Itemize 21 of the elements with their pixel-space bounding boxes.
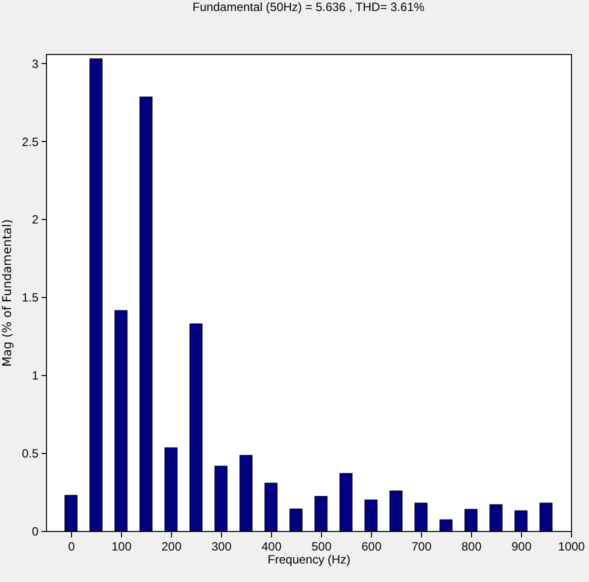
y-tick-label: 0 (32, 524, 39, 538)
y-tick-label: 0.5 (22, 446, 39, 461)
y-tick-label: 3 (32, 56, 39, 71)
chart-title: Fundamental (50Hz) = 5.636 , THD= 3.61% (192, 0, 425, 14)
x-tick-label: 1000 (558, 540, 586, 554)
x-tick-label: 300 (211, 540, 232, 554)
y-tick-label: 1 (32, 368, 39, 383)
x-axis-title: Frequency (Hz) (268, 552, 350, 566)
y-tick-label: 1.5 (22, 290, 39, 305)
x-tick-label: 0 (68, 540, 76, 554)
x-tick-label: 800 (461, 540, 482, 554)
y-tick-label: 2.5 (22, 134, 39, 149)
x-tick-label: 100 (111, 540, 132, 554)
y-tick-label: 2 (32, 212, 39, 227)
x-tick-label: 600 (361, 540, 382, 554)
x-tick-label: 900 (511, 540, 532, 554)
y-axis-title: Mag (% of Fundamental) (0, 219, 14, 367)
x-tick-label: 700 (411, 540, 432, 554)
x-tick-label: 200 (161, 540, 182, 554)
x-tick-label: 500 (311, 540, 332, 554)
x-tick-label: 400 (261, 540, 282, 554)
